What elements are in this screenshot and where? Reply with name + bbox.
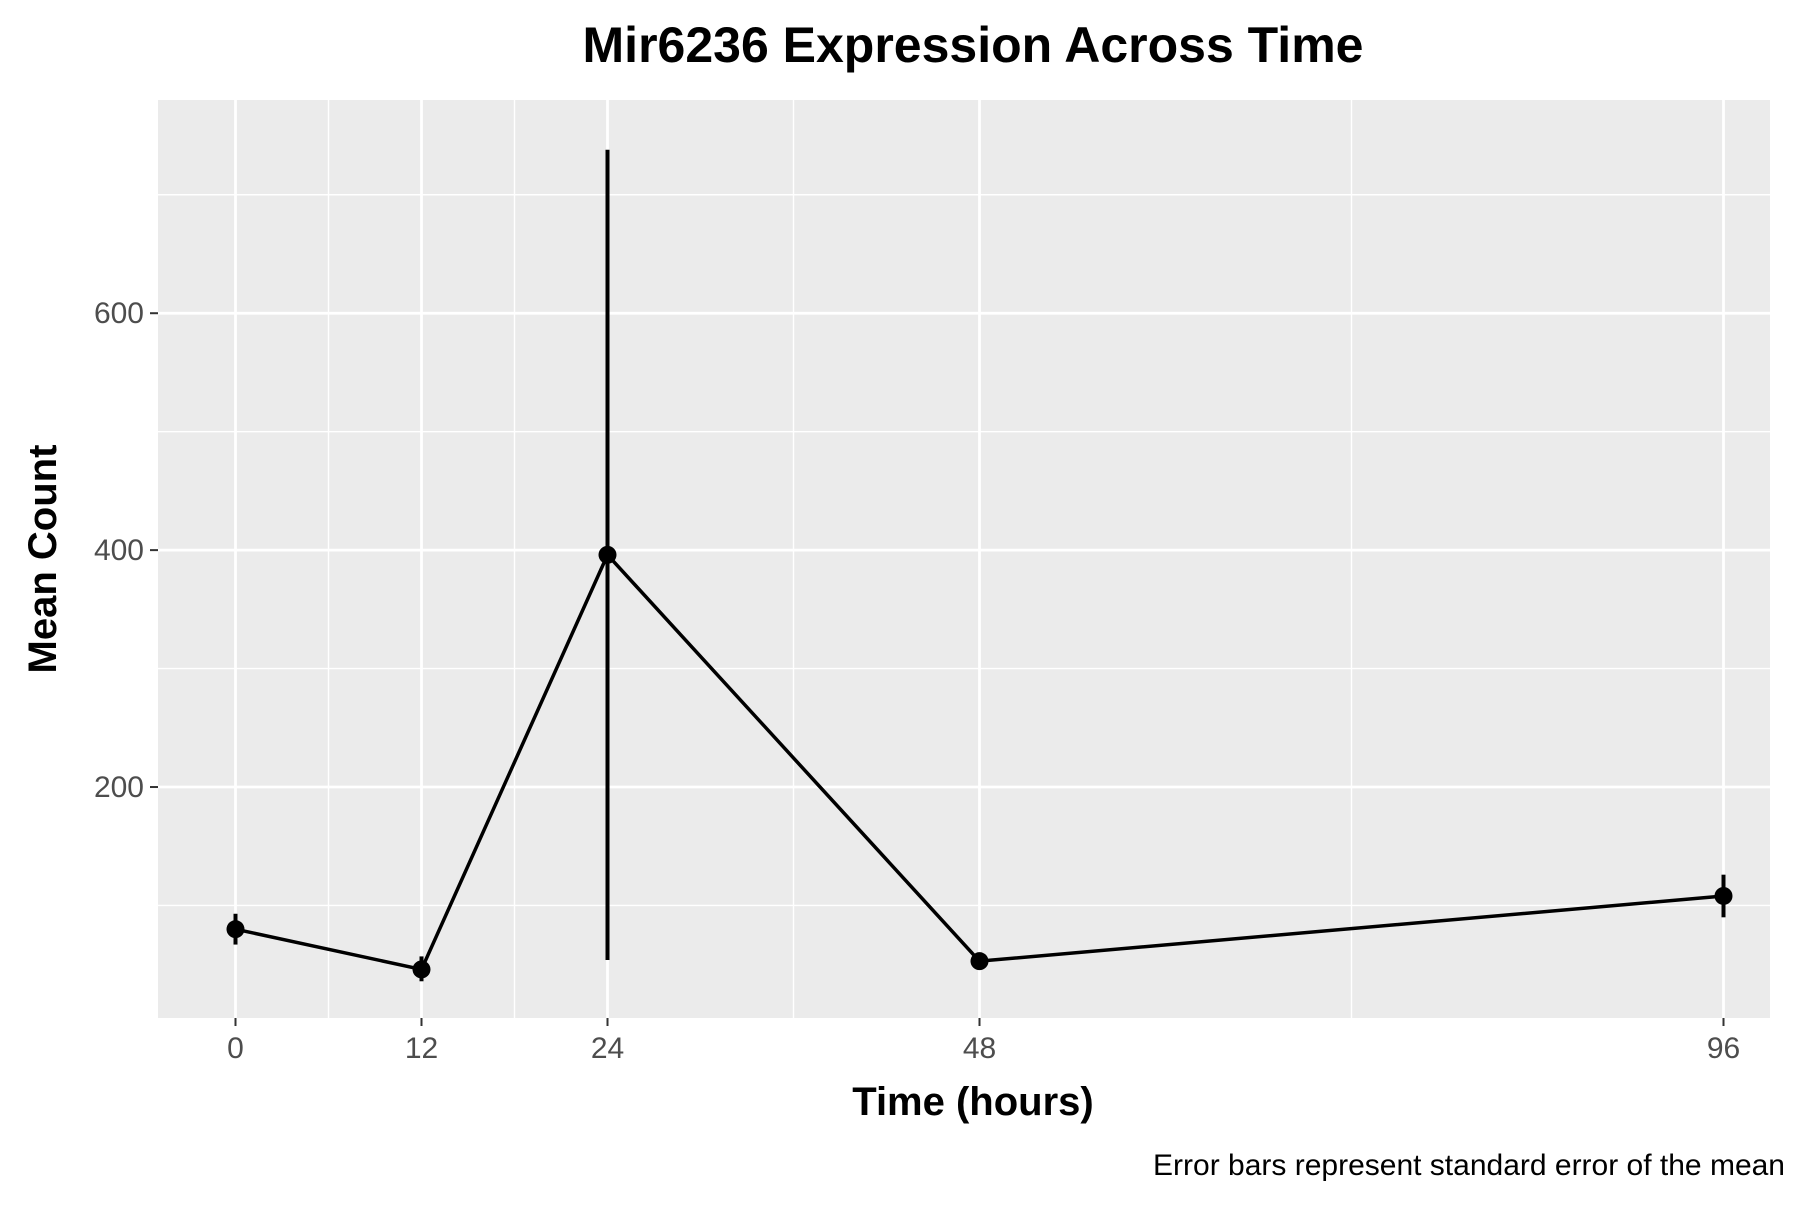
y-tick-label: 600 xyxy=(94,297,144,330)
data-point xyxy=(226,920,245,939)
y-tick-label: 400 xyxy=(94,534,144,567)
x-axis-title: Time (hours) xyxy=(852,1080,1094,1124)
y-axis-title: Mean Count xyxy=(21,445,65,674)
y-tick-label: 200 xyxy=(94,771,144,804)
x-tick-label: 12 xyxy=(405,1032,438,1065)
data-point xyxy=(598,545,617,564)
data-point xyxy=(970,952,989,971)
series-points xyxy=(226,545,1733,979)
axis-ticks: 0 12 24 48 96 200 400 600 xyxy=(94,297,1740,1065)
data-point xyxy=(1714,886,1733,905)
x-tick-label: 48 xyxy=(963,1032,996,1065)
x-tick-label: 0 xyxy=(227,1032,244,1065)
x-tick-label: 96 xyxy=(1707,1032,1740,1065)
chart-title: Mir6236 Expression Across Time xyxy=(583,17,1364,73)
chart-caption: Error bars represent standard error of t… xyxy=(1153,1149,1785,1182)
data-point xyxy=(412,960,431,979)
x-tick-label: 24 xyxy=(591,1032,624,1065)
plot-panel xyxy=(158,100,1770,1018)
